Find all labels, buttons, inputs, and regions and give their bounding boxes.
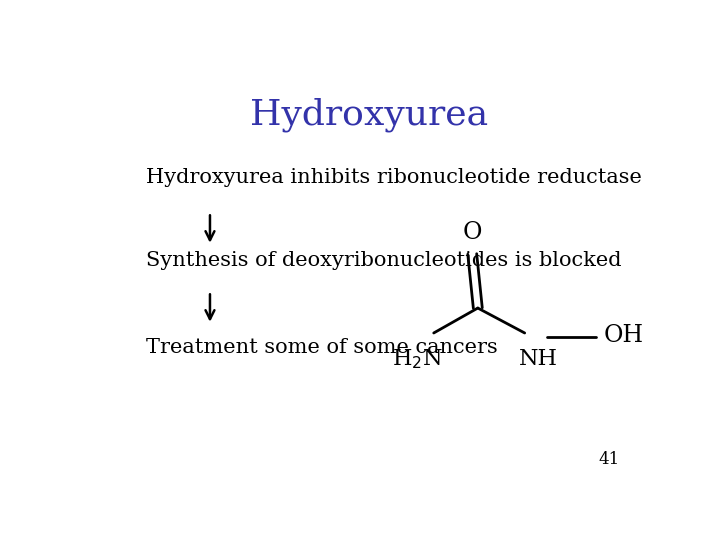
Text: NH: NH bbox=[519, 348, 558, 369]
Text: Synthesis of deoxyribonucleotides is blocked: Synthesis of deoxyribonucleotides is blo… bbox=[145, 251, 621, 269]
Text: 41: 41 bbox=[599, 451, 620, 468]
Text: OH: OH bbox=[604, 323, 644, 347]
Text: Hydroxyurea inhibits ribonucleotide reductase: Hydroxyurea inhibits ribonucleotide redu… bbox=[145, 167, 642, 186]
Text: H$_2$N: H$_2$N bbox=[392, 348, 442, 371]
Text: O: O bbox=[462, 221, 482, 244]
Text: Hydroxyurea: Hydroxyurea bbox=[250, 97, 488, 132]
Text: Treatment some of some cancers: Treatment some of some cancers bbox=[145, 338, 498, 357]
